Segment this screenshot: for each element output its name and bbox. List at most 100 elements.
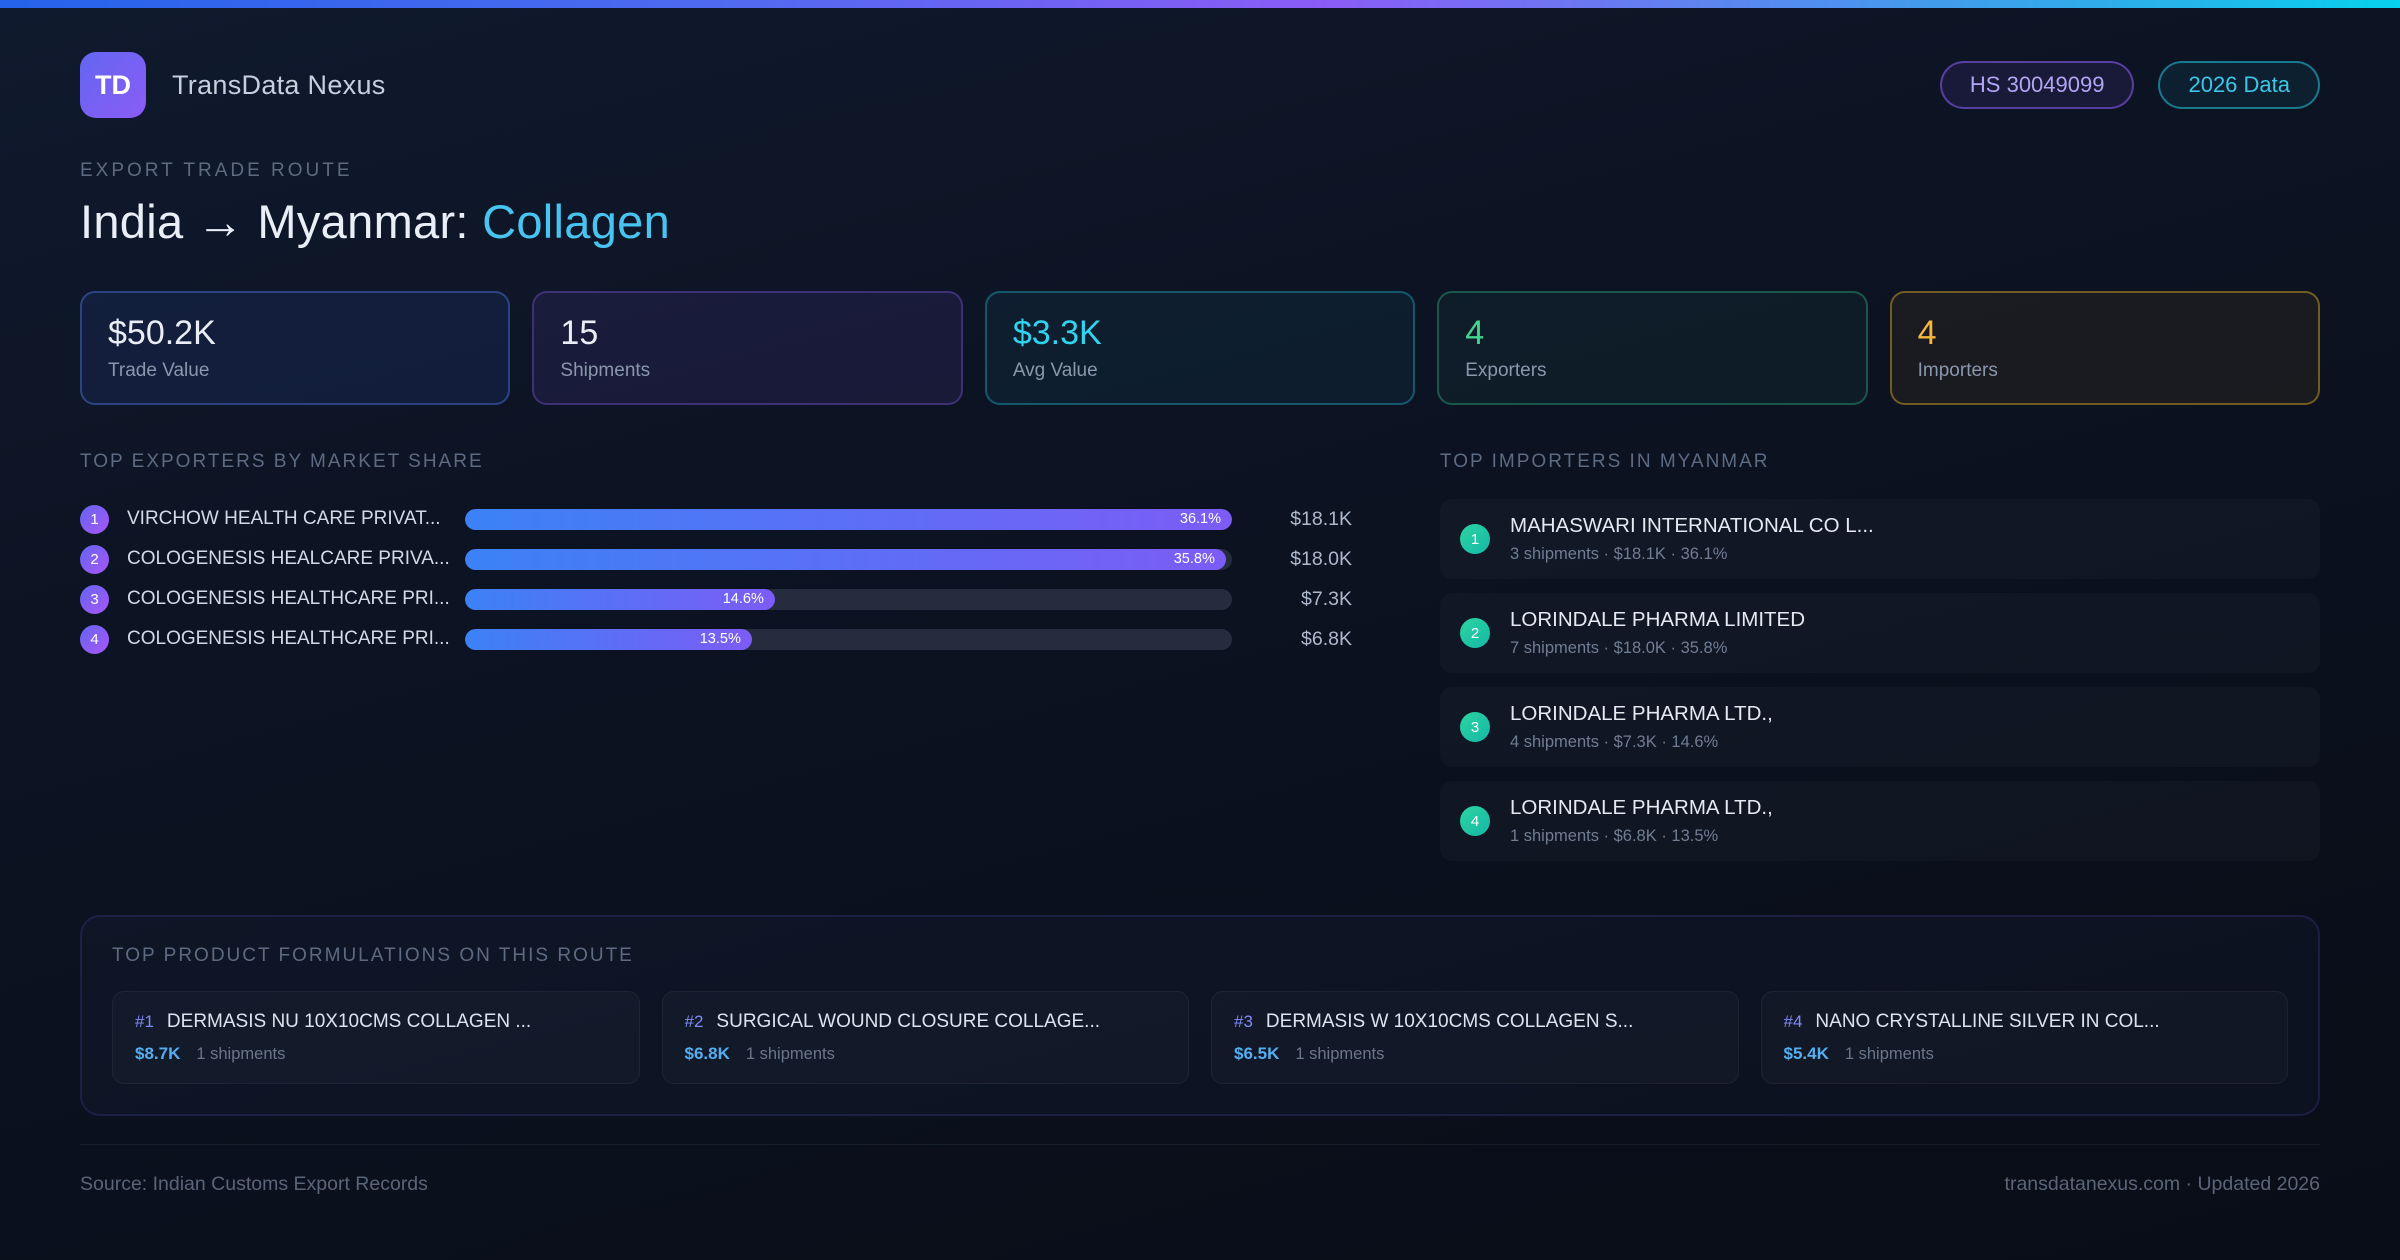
exporter-trade-value: $18.0K [1290, 547, 1352, 570]
exporter-name[interactable]: COLOGENESIS HEALCARE PRIVA... [127, 548, 450, 569]
product-shipments: 1 shipments [196, 1045, 286, 1063]
stat-card-shipments: 15 Shipments [532, 291, 963, 405]
product-shipments: 1 shipments [1844, 1045, 1934, 1063]
exporter-row[interactable]: 3 COLOGENESIS HEALTHCARE PRI... 14.6% $7… [80, 579, 1352, 619]
stat-card-importers: 4 Importers [1889, 291, 2321, 405]
importer-rank-badge: 1 [1460, 524, 1490, 554]
stat-label: Trade Value [108, 360, 210, 381]
product-rank: #4 [1783, 1012, 1803, 1031]
importer-name[interactable]: MAHASWARI INTERNATIONAL CO L... [1510, 514, 1874, 537]
product-title-line: #4 NANO CRYSTALLINE SILVER IN COL... [1784, 1011, 2266, 1033]
importer-row[interactable]: 2 LORINDALE PHARMA LIMITED 7 shipments ·… [1440, 593, 2320, 673]
products-panel: TOP PRODUCT FORMULATIONS ON THIS ROUTE #… [80, 915, 2320, 1116]
app-name: TransData Nexus [172, 69, 386, 100]
importer-name[interactable]: LORINDALE PHARMA LTD., [1510, 796, 1773, 819]
header-badges: HS 30049099 2026 Data [1939, 61, 2320, 109]
stat-cards-row: $50.2K Trade Value 15 Shipments $3.3K Av… [80, 291, 2321, 405]
exporter-row[interactable]: 2 COLOGENESIS HEALCARE PRIVA... 35.8% $1… [80, 539, 1352, 579]
importer-info: LORINDALE PHARMA LIMITED 7 shipments · $… [1510, 608, 1805, 658]
product-card[interactable]: #4 NANO CRYSTALLINE SILVER IN COL... $5.… [1760, 991, 2288, 1084]
importer-name[interactable]: LORINDALE PHARMA LTD., [1510, 702, 1773, 725]
exporter-name[interactable]: VIRCHOW HEALTH CARE PRIVAT... [127, 508, 441, 529]
importer-row[interactable]: 3 LORINDALE PHARMA LTD., 4 shipments · $… [1440, 687, 2320, 767]
exporter-name[interactable]: COLOGENESIS HEALTHCARE PRI... [127, 588, 450, 609]
exporter-rank-badge: 2 [80, 544, 109, 574]
importer-info: LORINDALE PHARMA LTD., 4 shipments · $7.… [1510, 702, 1773, 752]
importer-meta: 3 shipments · $18.1K · 36.1% [1510, 545, 1728, 563]
market-share-percent: 36.1% [1179, 511, 1221, 527]
market-share-bar-track: 35.8% [465, 548, 1232, 570]
page-title: India → Myanmar: Collagen [80, 194, 2320, 249]
route-title-product: Collagen [482, 195, 671, 248]
product-value: $8.7K [135, 1044, 181, 1063]
products-heading: TOP PRODUCT FORMULATIONS ON THIS ROUTE [112, 945, 634, 966]
product-shipments: 1 shipments [745, 1045, 835, 1063]
header: TD TransData Nexus HS 30049099 2026 Data [80, 52, 2320, 118]
exporters-section: TOP EXPORTERS BY MARKET SHARE 1 VIRCHOW … [80, 451, 1352, 875]
page-container: TD TransData Nexus HS 30049099 2026 Data… [0, 8, 2400, 1196]
importer-rank-badge: 2 [1460, 618, 1490, 648]
importer-info: MAHASWARI INTERNATIONAL CO L... 3 shipme… [1510, 514, 1874, 564]
stat-value: 4 [1465, 314, 1485, 352]
product-value: $6.5K [1234, 1044, 1280, 1063]
product-title-line: #2 SURGICAL WOUND CLOSURE COLLAGE... [685, 1011, 1167, 1033]
product-rank: #3 [1234, 1012, 1253, 1031]
importer-name[interactable]: LORINDALE PHARMA LIMITED [1510, 608, 1806, 631]
product-rank: #2 [684, 1012, 704, 1031]
market-share-bar-fill: 13.5% [465, 628, 752, 650]
exporter-name[interactable]: COLOGENESIS HEALTHCARE PRI... [127, 628, 450, 649]
importer-row[interactable]: 4 LORINDALE PHARMA LTD., 1 shipments · $… [1440, 781, 2320, 861]
importer-meta: 4 shipments · $7.3K · 14.6% [1510, 733, 1719, 751]
market-share-bar-fill: 36.1% [465, 508, 1232, 530]
stat-label: Exporters [1465, 360, 1547, 381]
product-shipments: 1 shipments [1295, 1045, 1385, 1063]
app-logo[interactable]: TD [80, 52, 146, 118]
product-title-line: #1 DERMASIS NU 10X10CMS COLLAGEN ... [135, 1011, 617, 1033]
stat-value: $3.3K [1012, 314, 1102, 352]
exporter-trade-value: $18.1K [1290, 507, 1352, 530]
stat-value: 15 [560, 314, 599, 352]
footer-site-link[interactable]: transdatanexus.com · Updated 2026 [2004, 1173, 2320, 1195]
product-cards-row: #1 DERMASIS NU 10X10CMS COLLAGEN ... $8.… [112, 991, 2288, 1084]
brand[interactable]: TD TransData Nexus [80, 52, 386, 118]
year-data-badge[interactable]: 2026 Data [2158, 61, 2320, 109]
exporter-row[interactable]: 4 COLOGENESIS HEALTHCARE PRI... 13.5% $6… [80, 619, 1352, 659]
importer-rank-badge: 3 [1460, 712, 1490, 742]
route-title-main: India → Myanmar: [80, 195, 483, 248]
stat-label: Avg Value [1012, 360, 1098, 381]
importer-meta: 7 shipments · $18.0K · 35.8% [1510, 639, 1728, 657]
exporter-trade-value: $7.3K [1301, 587, 1352, 610]
market-share-percent: 13.5% [699, 631, 741, 647]
importer-info: LORINDALE PHARMA LTD., 1 shipments · $6.… [1510, 796, 1773, 846]
product-value: $6.8K [684, 1044, 730, 1063]
hs-code-badge[interactable]: HS 30049099 [1939, 61, 2135, 109]
market-share-bar-fill: 35.8% [465, 548, 1226, 570]
main-columns: TOP EXPORTERS BY MARKET SHARE 1 VIRCHOW … [80, 451, 2320, 875]
stat-label: Shipments [560, 360, 651, 381]
importer-rank-badge: 4 [1460, 806, 1490, 836]
stat-card-trade-value: $50.2K Trade Value [80, 291, 511, 405]
stat-card-exporters: 4 Exporters [1437, 291, 1868, 405]
stat-label: Importers [1917, 360, 1998, 381]
importer-meta: 1 shipments · $6.8K · 13.5% [1510, 827, 1719, 845]
product-meta-line: $5.4K 1 shipments [1784, 1044, 2266, 1064]
importer-row[interactable]: 1 MAHASWARI INTERNATIONAL CO L... 3 ship… [1440, 499, 2320, 579]
product-card[interactable]: #3 DERMASIS W 10X10CMS COLLAGEN S... $6.… [1211, 991, 1739, 1084]
market-share-percent: 35.8% [1173, 551, 1215, 567]
product-card[interactable]: #2 SURGICAL WOUND CLOSURE COLLAGE... $6.… [661, 991, 1189, 1084]
product-meta-line: $6.5K 1 shipments [1234, 1044, 1716, 1064]
market-share-bar-track: 13.5% [465, 628, 1232, 650]
exporter-row[interactable]: 1 VIRCHOW HEALTH CARE PRIVAT... 36.1% $1… [80, 499, 1352, 539]
product-value: $5.4K [1783, 1044, 1829, 1063]
market-share-bar-track: 14.6% [465, 588, 1232, 610]
market-share-bar-track: 36.1% [465, 508, 1232, 530]
product-name: DERMASIS W 10X10CMS COLLAGEN S... [1265, 1011, 1634, 1032]
product-title-line: #3 DERMASIS W 10X10CMS COLLAGEN S... [1234, 1011, 1716, 1033]
exporters-heading: TOP EXPORTERS BY MARKET SHARE [80, 451, 484, 472]
product-meta-line: $6.8K 1 shipments [685, 1044, 1167, 1064]
importers-heading: TOP IMPORTERS IN MYANMAR [1440, 451, 1770, 472]
product-card[interactable]: #1 DERMASIS NU 10X10CMS COLLAGEN ... $8.… [112, 991, 640, 1084]
footer: Source: Indian Customs Export Records tr… [80, 1144, 2320, 1196]
product-name: SURGICAL WOUND CLOSURE COLLAGE... [716, 1011, 1101, 1032]
exporter-trade-value: $6.8K [1301, 627, 1352, 650]
